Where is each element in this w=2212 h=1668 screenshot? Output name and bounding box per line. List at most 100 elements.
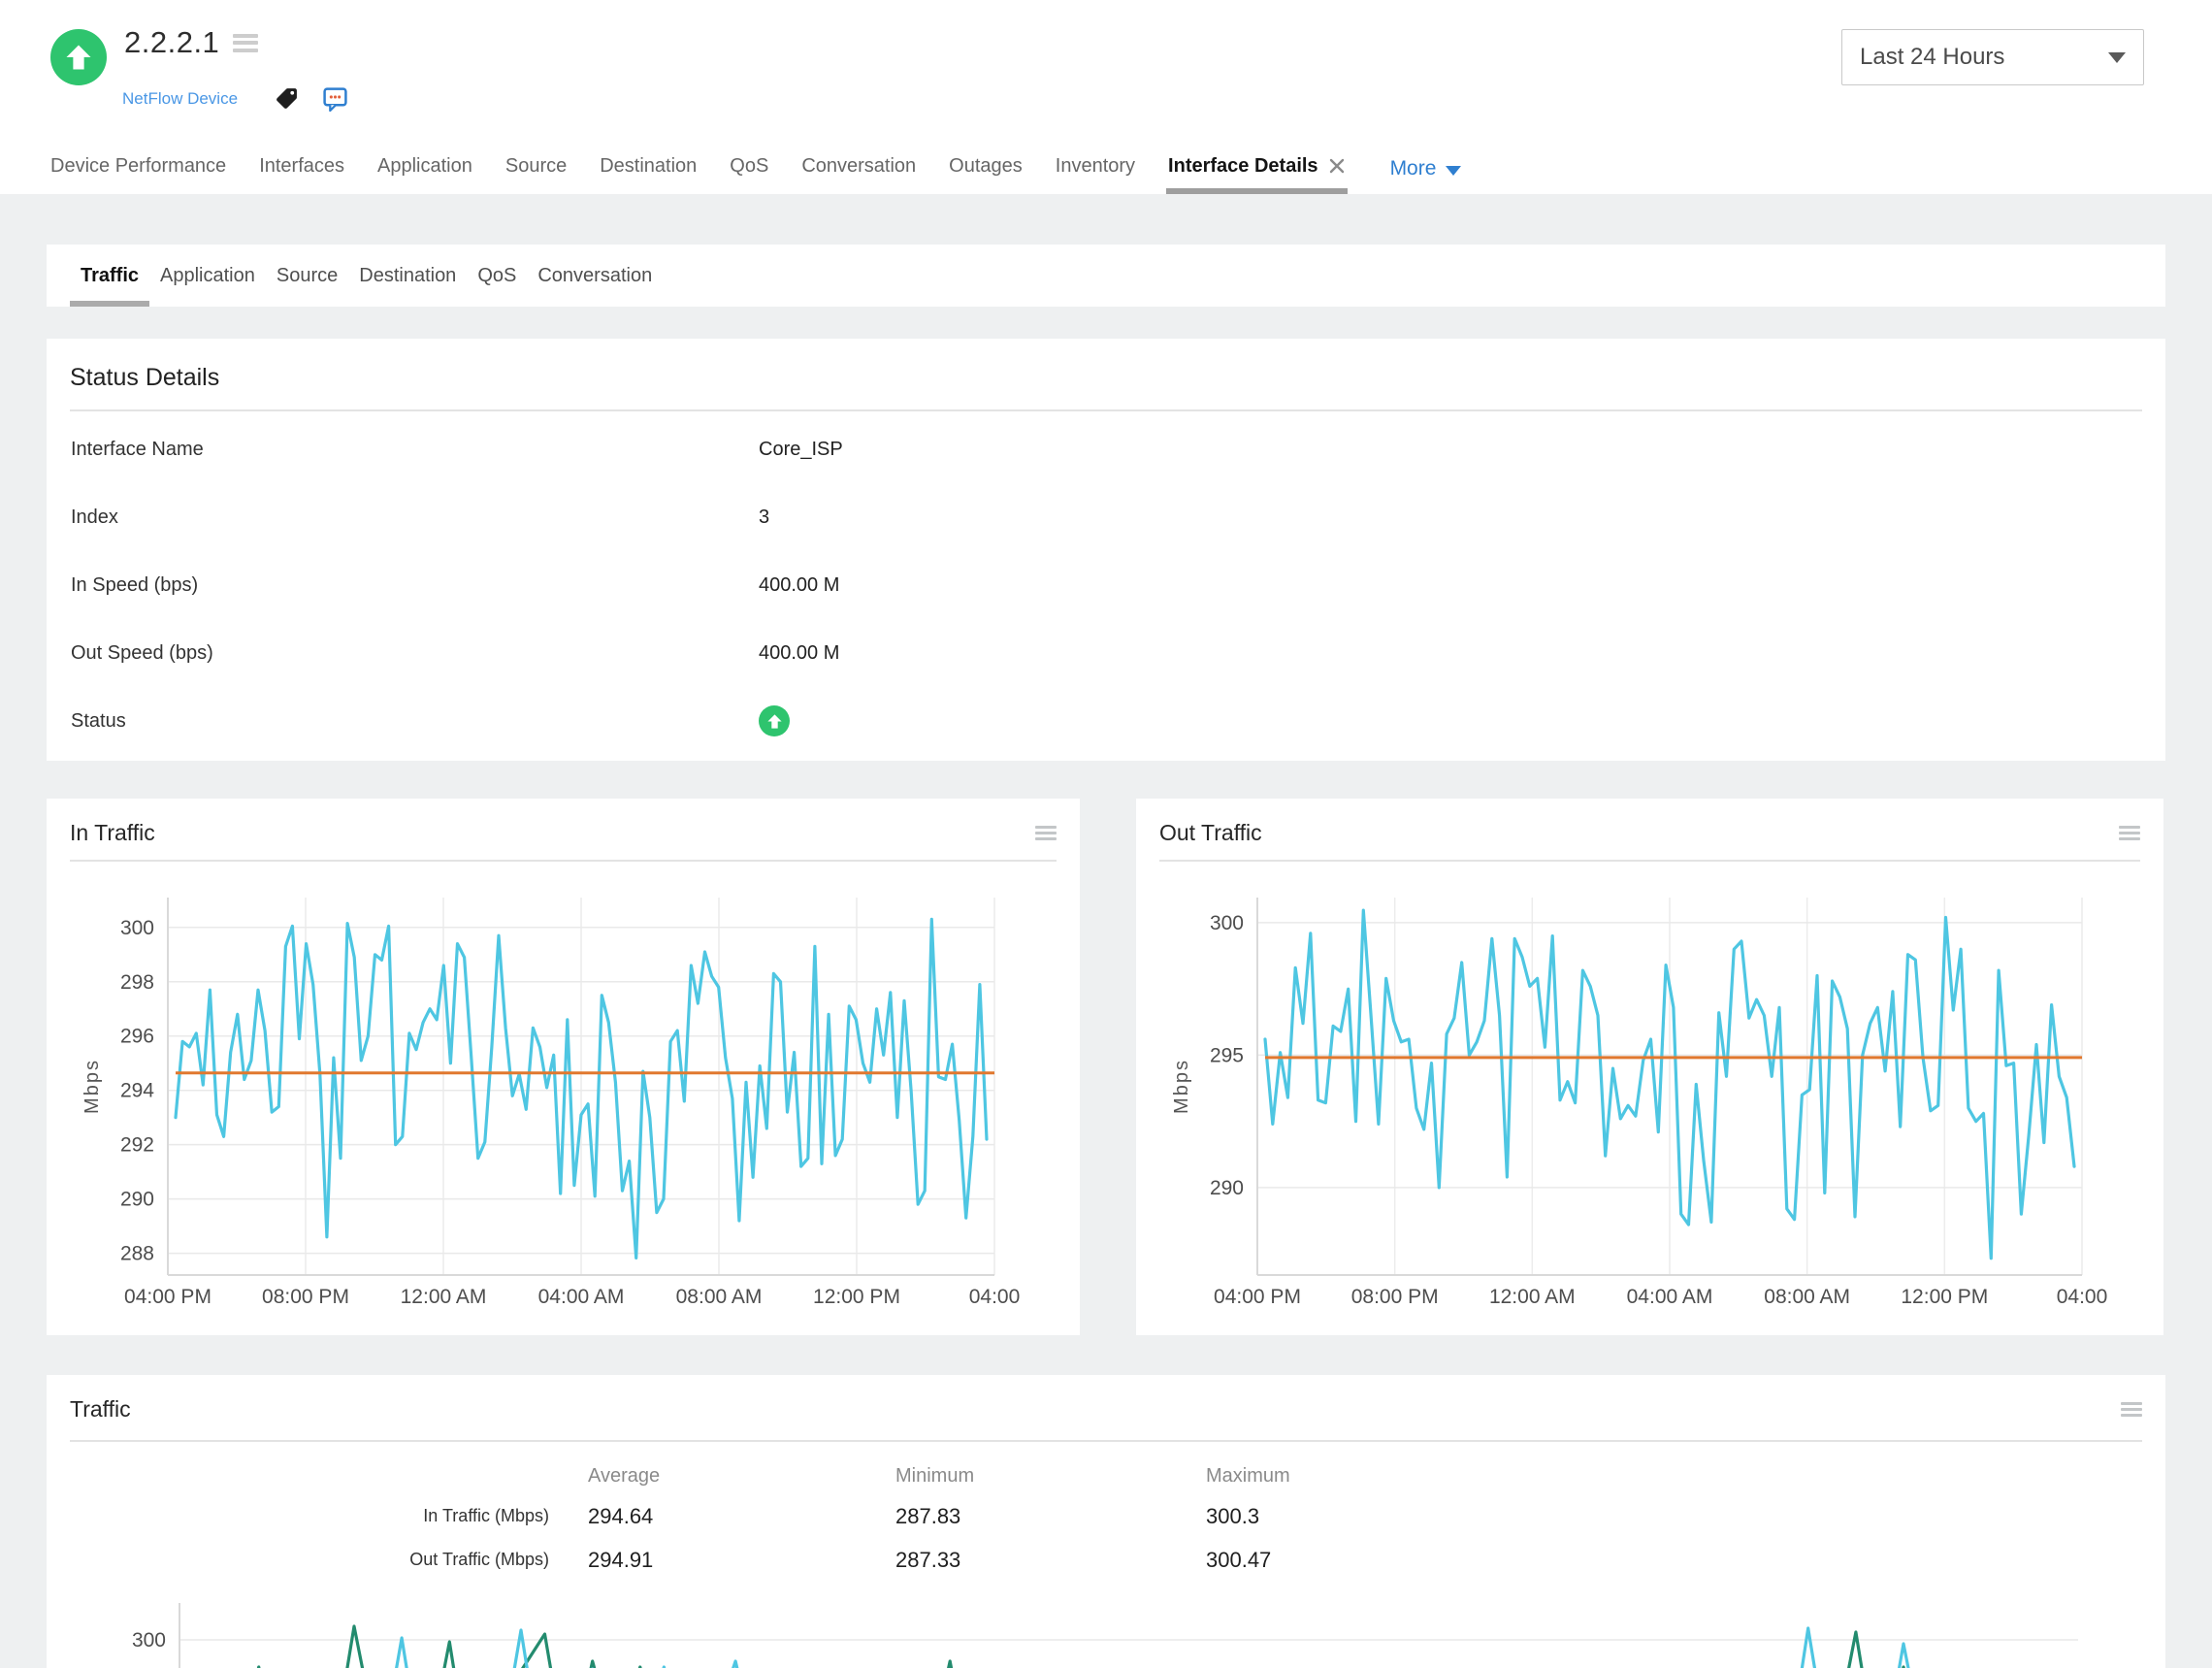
column-maximum: Maximum — [1206, 1464, 1290, 1487]
svg-text:04:00 AM: 04:00 AM — [1627, 1286, 1713, 1308]
svg-text:292: 292 — [120, 1134, 154, 1157]
tab-conversation[interactable]: Conversation — [801, 154, 917, 177]
out-traffic-maximum: 300.47 — [1206, 1547, 1272, 1572]
svg-text:04:00: 04:00 — [969, 1286, 1021, 1308]
comment-icon[interactable] — [322, 85, 348, 112]
svg-text:300: 300 — [120, 917, 154, 939]
out-traffic-average: 294.91 — [588, 1547, 654, 1572]
interface-status-up-icon — [759, 705, 2142, 736]
svg-text:298: 298 — [120, 971, 154, 994]
charts-row: In Traffic 04:00 PM 08:00 PM 12:00 AM 04:00… — [47, 799, 2165, 1335]
tab-device-performance[interactable]: Device Performance — [50, 154, 227, 177]
tab-inventory[interactable]: Inventory — [1055, 154, 1136, 177]
subtab-traffic[interactable]: Traffic — [70, 245, 150, 307]
row-label: Out Traffic (Mbps) — [409, 1550, 549, 1569]
chart-menu-icon[interactable] — [2119, 826, 2140, 840]
svg-text:08:00 AM: 08:00 AM — [1764, 1286, 1850, 1308]
traffic-summary-header: Traffic — [70, 1396, 2142, 1423]
subtab-destination[interactable]: Destination — [359, 264, 457, 286]
tab-source[interactable]: Source — [504, 154, 568, 177]
tab-interfaces[interactable]: Interfaces — [259, 154, 345, 177]
row-value: 400.00 M — [759, 641, 840, 664]
traffic-summary-title: Traffic — [70, 1396, 131, 1422]
row-value: 400.00 M — [759, 573, 840, 596]
table-header-row: Average Minimum Maximum — [70, 1457, 2142, 1494]
tag-icon[interactable] — [275, 86, 299, 111]
svg-text:08:00 AM: 08:00 AM — [676, 1286, 763, 1308]
svg-text:294: 294 — [120, 1080, 154, 1102]
svg-text:12:00 PM: 12:00 PM — [1901, 1286, 1988, 1308]
time-range-value: Last 24 Hours — [1860, 44, 2005, 70]
in-traffic-average: 294.64 — [588, 1503, 654, 1528]
svg-text:04:00: 04:00 — [2057, 1286, 2108, 1308]
row-label: Status — [71, 709, 126, 732]
divider — [70, 409, 2142, 411]
status-row-out-speed: Out Speed (bps) 400.00 M — [70, 619, 2142, 687]
svg-text:Mbps: Mbps — [1171, 1059, 1192, 1114]
svg-text:04:00 AM: 04:00 AM — [538, 1286, 625, 1308]
column-minimum: Minimum — [895, 1464, 975, 1487]
svg-text:04:00 PM: 04:00 PM — [1214, 1286, 1301, 1308]
out-traffic-minimum: 287.33 — [895, 1547, 961, 1572]
subtab-conversation[interactable]: Conversation — [537, 264, 653, 286]
status-row-status: Status — [70, 687, 2142, 755]
page-title: 2.2.2.1 — [124, 25, 220, 59]
page-header: 2.2.2.1 NetFlow Device Last 24 Hours Dev… — [0, 0, 2212, 194]
row-label: In Traffic (Mbps) — [423, 1506, 549, 1525]
subtab-bar: Traffic Application Source Destination Q… — [47, 245, 2165, 307]
chevron-down-icon — [1446, 165, 1462, 176]
svg-text:290: 290 — [1210, 1177, 1244, 1199]
time-range-select[interactable]: Last 24 Hours — [1841, 29, 2144, 85]
subtab-qos[interactable]: QoS — [477, 264, 517, 286]
svg-text:295: 295 — [1210, 1044, 1244, 1066]
status-row-interface-name: Interface Name Core_ISP — [70, 415, 2142, 483]
subtab-source[interactable]: Source — [276, 264, 339, 286]
status-details-rows: Interface Name Core_ISP Index 3 In Speed… — [70, 415, 2142, 755]
in-traffic-title: In Traffic — [70, 820, 155, 845]
out-traffic-chart: 04:00 PM 08:00 PM 12:00 AM 04:00 AM 08:00 AM… — [1171, 898, 2108, 1308]
svg-text:08:00 PM: 08:00 PM — [262, 1286, 349, 1308]
row-value: 3 — [759, 506, 770, 528]
tab-more[interactable]: More — [1390, 144, 1462, 194]
in-traffic-maximum: 300.3 — [1206, 1503, 1260, 1528]
svg-text:Mbps: Mbps — [81, 1059, 103, 1114]
svg-text:300: 300 — [1210, 912, 1244, 934]
in-traffic-header: In Traffic — [70, 820, 1057, 846]
svg-text:08:00 PM: 08:00 PM — [1351, 1286, 1439, 1308]
svg-text:12:00 AM: 12:00 AM — [401, 1286, 487, 1308]
tab-interface-details[interactable]: Interface Details — [1166, 144, 1348, 194]
divider — [70, 1440, 2142, 1442]
divider — [1159, 860, 2140, 862]
device-title-row: 2.2.2.1 — [124, 25, 259, 60]
divider — [70, 860, 1057, 862]
tab-application[interactable]: Application — [377, 154, 472, 177]
out-traffic-title: Out Traffic — [1159, 820, 1262, 845]
device-type-link[interactable]: NetFlow Device — [122, 88, 239, 108]
tab-more-label: More — [1389, 157, 1437, 180]
tab-destination[interactable]: Destination — [600, 154, 698, 177]
svg-text:04:00 PM: 04:00 PM — [124, 1286, 211, 1308]
out-traffic-panel: Out Traffic 04:00 PM 08:00 PM 12:00 AM 04:0… — [1136, 799, 2163, 1335]
table-row-in-traffic: In Traffic (Mbps) 294.64 287.83 300.3 — [70, 1494, 2142, 1538]
subtab-application[interactable]: Application — [160, 264, 255, 286]
device-menu-icon[interactable] — [233, 33, 259, 52]
chart-menu-icon[interactable] — [2121, 1402, 2142, 1417]
svg-text:12:00 PM: 12:00 PM — [813, 1286, 900, 1308]
chart-menu-icon[interactable] — [1035, 826, 1057, 840]
traffic-combined-chart: 300 — [132, 1603, 2078, 1668]
in-traffic-minimum: 287.83 — [895, 1503, 961, 1528]
svg-text:290: 290 — [120, 1189, 154, 1211]
status-row-in-speed: In Speed (bps) 400.00 M — [70, 551, 2142, 619]
svg-text:288: 288 — [120, 1243, 154, 1265]
row-label: Interface Name — [71, 438, 204, 460]
tab-outages[interactable]: Outages — [949, 154, 1023, 177]
traffic-summary-panel: Traffic Average Minimum Maximum In Traff… — [47, 1375, 2165, 1668]
in-traffic-chart: 04:00 PM 08:00 PM 12:00 AM 04:00 AM 08:00 AM… — [81, 898, 1021, 1308]
close-icon[interactable] — [1328, 157, 1346, 175]
device-status-up-icon — [50, 29, 107, 85]
status-row-index: Index 3 — [70, 483, 2142, 551]
main-content: Traffic Application Source Destination Q… — [0, 245, 2212, 1668]
tab-qos[interactable]: QoS — [730, 154, 769, 177]
svg-text:300: 300 — [132, 1629, 166, 1652]
